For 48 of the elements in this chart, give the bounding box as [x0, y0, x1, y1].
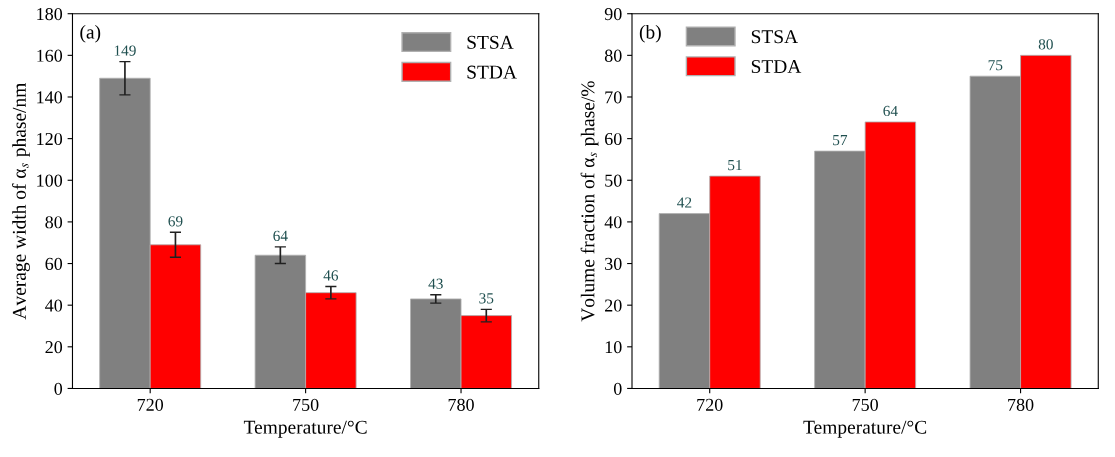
y-tick-label: 80: [45, 216, 63, 229]
data-label: 80: [1038, 39, 1053, 50]
y-tick-label: 0: [613, 382, 622, 395]
x-axis-title: Temperature/°C: [243, 420, 367, 438]
data-label: 46: [323, 270, 339, 281]
y-tick-label: 40: [45, 299, 63, 312]
x-tick-label: 720: [137, 398, 164, 411]
annotation: (b): [639, 24, 661, 43]
x-tick-label: 750: [852, 398, 878, 411]
legend-label: STDA: [751, 59, 802, 74]
y-tick-label: 160: [37, 49, 63, 62]
data-label: 64: [883, 105, 898, 117]
y-tick-label: 60: [45, 257, 63, 270]
y-tick-label: 30: [605, 257, 622, 270]
x-tick-label: 720: [697, 398, 723, 411]
y-tick-label: 20: [45, 341, 63, 354]
y-tick-label: 90: [604, 7, 622, 21]
y-axis-title: Volume fraction of α$_{s}$ phase/%: [580, 81, 599, 322]
y-tick-label: 140: [37, 91, 63, 104]
y-tick-label: 50: [605, 174, 622, 187]
data-label: 42: [677, 197, 692, 208]
y-tick-label: 60: [605, 132, 622, 146]
y-tick-label: 20: [605, 299, 622, 312]
y-axis-title: Average width of α$_{s}$ phase/nm: [12, 82, 30, 320]
x-tick-label: 780: [1008, 398, 1034, 411]
x-axis-title: Temperature/°C: [803, 420, 927, 438]
x-tick-label: 750: [293, 398, 319, 411]
y-tick-label: 0: [54, 382, 63, 395]
y-tick-label: 100: [37, 174, 63, 187]
legend-label: STSA: [467, 35, 514, 49]
legend-label: STDA: [467, 65, 517, 79]
data-label: 64: [273, 230, 288, 241]
data-label: 149: [114, 45, 136, 56]
y-tick-label: 10: [605, 341, 622, 354]
y-tick-label: 180: [37, 7, 63, 21]
data-label: 57: [833, 135, 848, 146]
y-tick-label: 80: [604, 49, 622, 62]
legend-label: STSA: [751, 30, 798, 44]
x-tick-label: 780: [448, 398, 474, 411]
y-tick-label: 70: [605, 91, 622, 104]
data-label: 69: [168, 216, 183, 227]
data-label: 43: [428, 278, 443, 289]
y-tick-label: 120: [37, 132, 63, 146]
annotation: (a): [80, 24, 101, 43]
data-label: 75: [988, 60, 1003, 71]
data-label: 51: [728, 159, 742, 171]
y-tick-label: 40: [604, 216, 622, 229]
data-label: 35: [479, 293, 494, 304]
